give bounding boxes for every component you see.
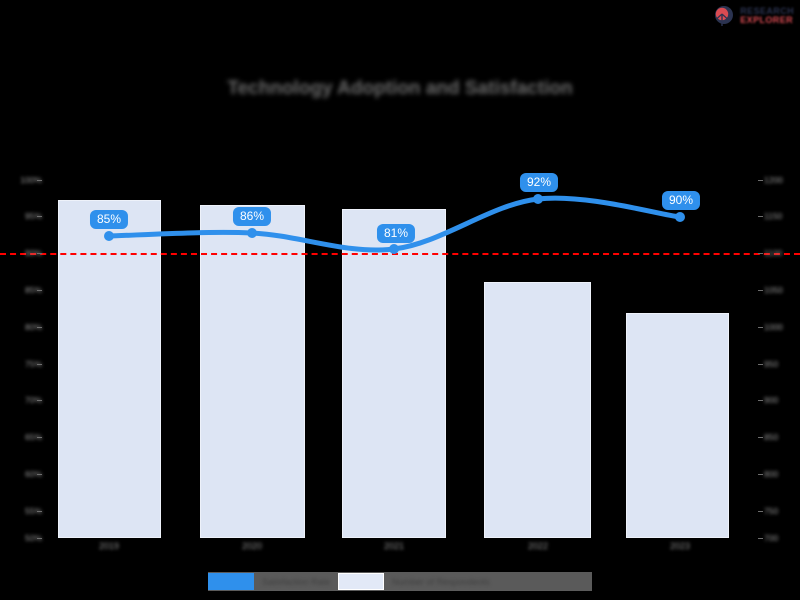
logo-line-2: EXPLORER bbox=[740, 15, 793, 25]
right-axis-tick-label: 1100 bbox=[764, 248, 783, 258]
legend-item-satisfaction[interactable]: Satisfaction Rate bbox=[208, 572, 338, 591]
x-axis-label-2023: 2023 bbox=[669, 541, 691, 551]
right-axis-tick-label: 1000 bbox=[764, 322, 783, 332]
left-axis-tick-label: 85% bbox=[24, 285, 42, 295]
right-axis-tick-mark bbox=[758, 437, 763, 438]
left-axis-tick-label: 100% bbox=[20, 175, 42, 185]
data-point-2023 bbox=[675, 212, 685, 222]
right-axis-tick-mark bbox=[758, 216, 763, 217]
right-axis-tick-mark bbox=[758, 474, 763, 475]
logo-line-1: RESEARCH bbox=[740, 6, 794, 16]
left-axis-tick-label: 75% bbox=[24, 359, 42, 369]
left-axis-tick-label: 90% bbox=[24, 248, 42, 258]
right-axis-tick-mark bbox=[758, 290, 763, 291]
right-axis-tick-mark bbox=[758, 538, 763, 539]
right-axis-tick-mark bbox=[758, 253, 763, 254]
right-axis-tick-label: 750 bbox=[764, 506, 779, 516]
data-label-2022: 92% bbox=[519, 173, 559, 192]
bar-2022 bbox=[484, 282, 591, 538]
right-axis-tick-label: 800 bbox=[764, 469, 779, 479]
data-point-2022 bbox=[533, 194, 543, 204]
target-threshold-line bbox=[0, 253, 800, 255]
legend-item-respondents[interactable]: Number of Respondents bbox=[338, 572, 498, 591]
right-axis-tick-mark bbox=[758, 364, 763, 365]
left-axis-tick-label: 65% bbox=[24, 432, 42, 442]
left-axis-tick-label: 55% bbox=[24, 506, 42, 516]
data-label-2023: 90% bbox=[661, 191, 701, 210]
left-y-axis: 100% 95% 90% 85% 80% 75% 70% 65% 60% 55% 50% bbox=[2, 170, 42, 550]
chart-legend: Satisfaction Rate Number of Respondents bbox=[208, 572, 592, 591]
right-axis-tick-label: 1150 bbox=[764, 211, 783, 221]
right-y-axis: 1200 1150 1100 1050 1000 950 900 850 800 750 700 bbox=[758, 170, 798, 550]
data-label-2020: 86% bbox=[232, 207, 272, 226]
x-axis-label-2022: 2022 bbox=[527, 541, 549, 551]
left-axis-tick-label: 95% bbox=[24, 211, 42, 221]
right-axis-tick-mark bbox=[758, 400, 763, 401]
bar-2019 bbox=[58, 200, 161, 538]
x-axis-label-2019: 2019 bbox=[98, 541, 120, 551]
data-label-2021: 81% bbox=[376, 224, 416, 243]
left-axis-tick-mark bbox=[37, 253, 42, 254]
left-axis-tick-mark bbox=[37, 538, 42, 539]
x-axis-label-2021: 2021 bbox=[383, 541, 405, 551]
left-axis-tick-label: 50% bbox=[24, 533, 42, 543]
left-axis-tick-mark bbox=[37, 327, 42, 328]
logo-wordmark: RESEARCH EXPLORER bbox=[740, 7, 794, 25]
legend-swatch-bar-icon bbox=[338, 573, 385, 590]
right-axis-tick-label: 700 bbox=[764, 533, 779, 543]
bar-2023 bbox=[626, 313, 729, 538]
left-axis-tick-label: 70% bbox=[24, 395, 42, 405]
left-axis-tick-mark bbox=[37, 511, 42, 512]
left-axis-tick-mark bbox=[37, 474, 42, 475]
left-axis-tick-mark bbox=[37, 364, 42, 365]
legend-label-satisfaction: Satisfaction Rate bbox=[262, 576, 331, 587]
right-axis-tick-label: 900 bbox=[764, 395, 779, 405]
bar-2021 bbox=[342, 209, 446, 538]
right-axis-tick-mark bbox=[758, 511, 763, 512]
left-axis-tick-mark bbox=[37, 180, 42, 181]
left-axis-tick-mark bbox=[37, 437, 42, 438]
right-axis-tick-label: 850 bbox=[764, 432, 779, 442]
left-axis-tick-label: 80% bbox=[24, 322, 42, 332]
right-axis-tick-mark bbox=[758, 180, 763, 181]
left-axis-tick-label: 60% bbox=[24, 469, 42, 479]
right-axis-tick-label: 950 bbox=[764, 359, 779, 369]
chart-title: Technology Adoption and Satisfaction bbox=[227, 78, 573, 99]
left-axis-tick-mark bbox=[37, 216, 42, 217]
brand-logo: RESEARCH EXPLORER bbox=[712, 4, 794, 28]
data-label-2019: 85% bbox=[89, 210, 129, 229]
legend-swatch-line-icon bbox=[208, 573, 254, 590]
legend-label-respondents: Number of Respondents bbox=[392, 576, 490, 587]
right-axis-tick-mark bbox=[758, 327, 763, 328]
left-axis-tick-mark bbox=[37, 290, 42, 291]
logo-mark-icon bbox=[712, 4, 736, 28]
left-axis-tick-mark bbox=[37, 400, 42, 401]
right-axis-tick-label: 1200 bbox=[764, 175, 783, 185]
x-axis-label-2020: 2020 bbox=[241, 541, 263, 551]
right-axis-tick-label: 1050 bbox=[764, 285, 783, 295]
